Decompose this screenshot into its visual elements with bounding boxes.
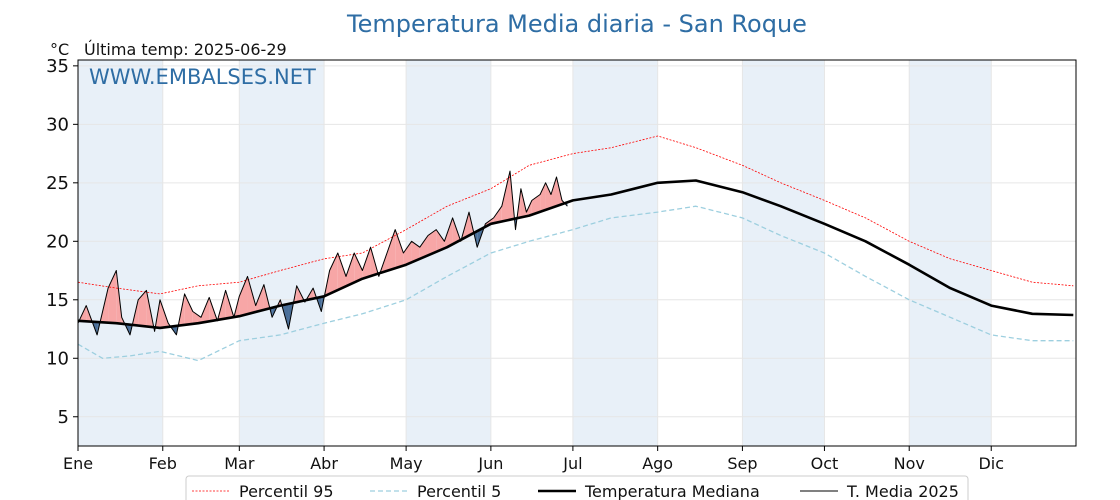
above-median-fill bbox=[419, 235, 428, 259]
x-tick-label: Jun bbox=[477, 454, 503, 473]
y-tick-label: 20 bbox=[46, 231, 69, 252]
above-median-fill bbox=[551, 176, 557, 208]
legend-label-median: Temperatura Mediana bbox=[584, 482, 760, 500]
above-median-fill bbox=[239, 276, 248, 317]
above-median-fill bbox=[545, 182, 552, 210]
legend: Percentil 95 Percentil 5 Temperatura Media… bbox=[185, 475, 969, 500]
y-tick-label: 15 bbox=[46, 290, 69, 311]
above-median-fill bbox=[436, 229, 445, 252]
above-median-fill bbox=[201, 297, 210, 323]
x-tick-label: Oct bbox=[811, 454, 839, 473]
month-band bbox=[78, 60, 163, 446]
above-median-fill bbox=[345, 253, 355, 287]
x-tick-label: Nov bbox=[894, 454, 925, 473]
above-median-fill bbox=[427, 229, 437, 256]
above-median-fill bbox=[247, 276, 256, 315]
month-bands bbox=[78, 60, 992, 446]
above-median-fill bbox=[501, 171, 511, 222]
month-band bbox=[742, 60, 825, 446]
last-temp-label: Última temp: 2025-06-29 bbox=[84, 40, 287, 59]
y-tick-label: 35 bbox=[46, 56, 69, 77]
above-median-fill bbox=[255, 284, 264, 312]
month-band bbox=[572, 60, 658, 446]
above-median-fill bbox=[411, 241, 420, 263]
above-median-fill bbox=[540, 182, 546, 212]
series-line-median bbox=[77, 179, 1074, 330]
month-band bbox=[909, 60, 992, 446]
above-median-fill bbox=[354, 253, 363, 283]
watermark-text: WWW.EMBALSES.NET bbox=[89, 65, 316, 89]
above-median-fill bbox=[395, 229, 404, 269]
x-tick-label: Feb bbox=[149, 454, 177, 473]
above-median-fill bbox=[493, 206, 502, 224]
series-line-p5 bbox=[77, 205, 1074, 362]
series-lines bbox=[77, 135, 1074, 362]
x-tick-label: Jul bbox=[562, 454, 582, 473]
y-tick-label: 30 bbox=[46, 114, 69, 135]
legend-label-p5: Percentil 5 bbox=[417, 482, 501, 500]
legend-label-p95: Percentil 95 bbox=[239, 482, 334, 500]
y-tick-label: 25 bbox=[46, 173, 69, 194]
series-line-current bbox=[77, 170, 568, 336]
plot-frame bbox=[77, 59, 1077, 447]
y-tick-label: 10 bbox=[46, 348, 69, 369]
month-band bbox=[239, 60, 325, 446]
legend-label-current: T. Media 2025 bbox=[846, 482, 959, 500]
above-median-fill bbox=[362, 247, 371, 279]
x-tick-label: Ene bbox=[63, 454, 93, 473]
x-tick-label: Mar bbox=[224, 454, 255, 473]
x-axis: Ene Feb Mar Abr May Jun Jul Ago Sep Oct Nov Dic bbox=[63, 446, 1004, 473]
x-tick-label: Sep bbox=[727, 454, 757, 473]
above-median-fill bbox=[337, 253, 346, 291]
x-tick-label: May bbox=[390, 454, 423, 473]
x-tick-label: Abr bbox=[310, 454, 338, 473]
y-axis: 5 10 15 20 25 30 35 bbox=[46, 56, 78, 428]
y-unit-label: °C bbox=[50, 40, 69, 59]
x-tick-label: Ago bbox=[642, 454, 673, 473]
above-median-fill bbox=[444, 217, 453, 249]
y-tick-label: 5 bbox=[58, 407, 69, 428]
above-median-fill bbox=[329, 253, 338, 294]
above-median-fill bbox=[403, 241, 412, 266]
legend-box bbox=[185, 475, 969, 500]
above-median-fill bbox=[192, 311, 202, 324]
above-median-fill bbox=[184, 293, 193, 325]
above-median-fill bbox=[108, 270, 117, 324]
chart-title: Temperatura Media diaria - San Roque bbox=[346, 10, 807, 38]
x-tick-label: Dic bbox=[978, 454, 1004, 473]
above-median-fill bbox=[386, 229, 396, 271]
above-median-fill bbox=[138, 290, 147, 327]
series-line-p95 bbox=[77, 135, 1074, 295]
